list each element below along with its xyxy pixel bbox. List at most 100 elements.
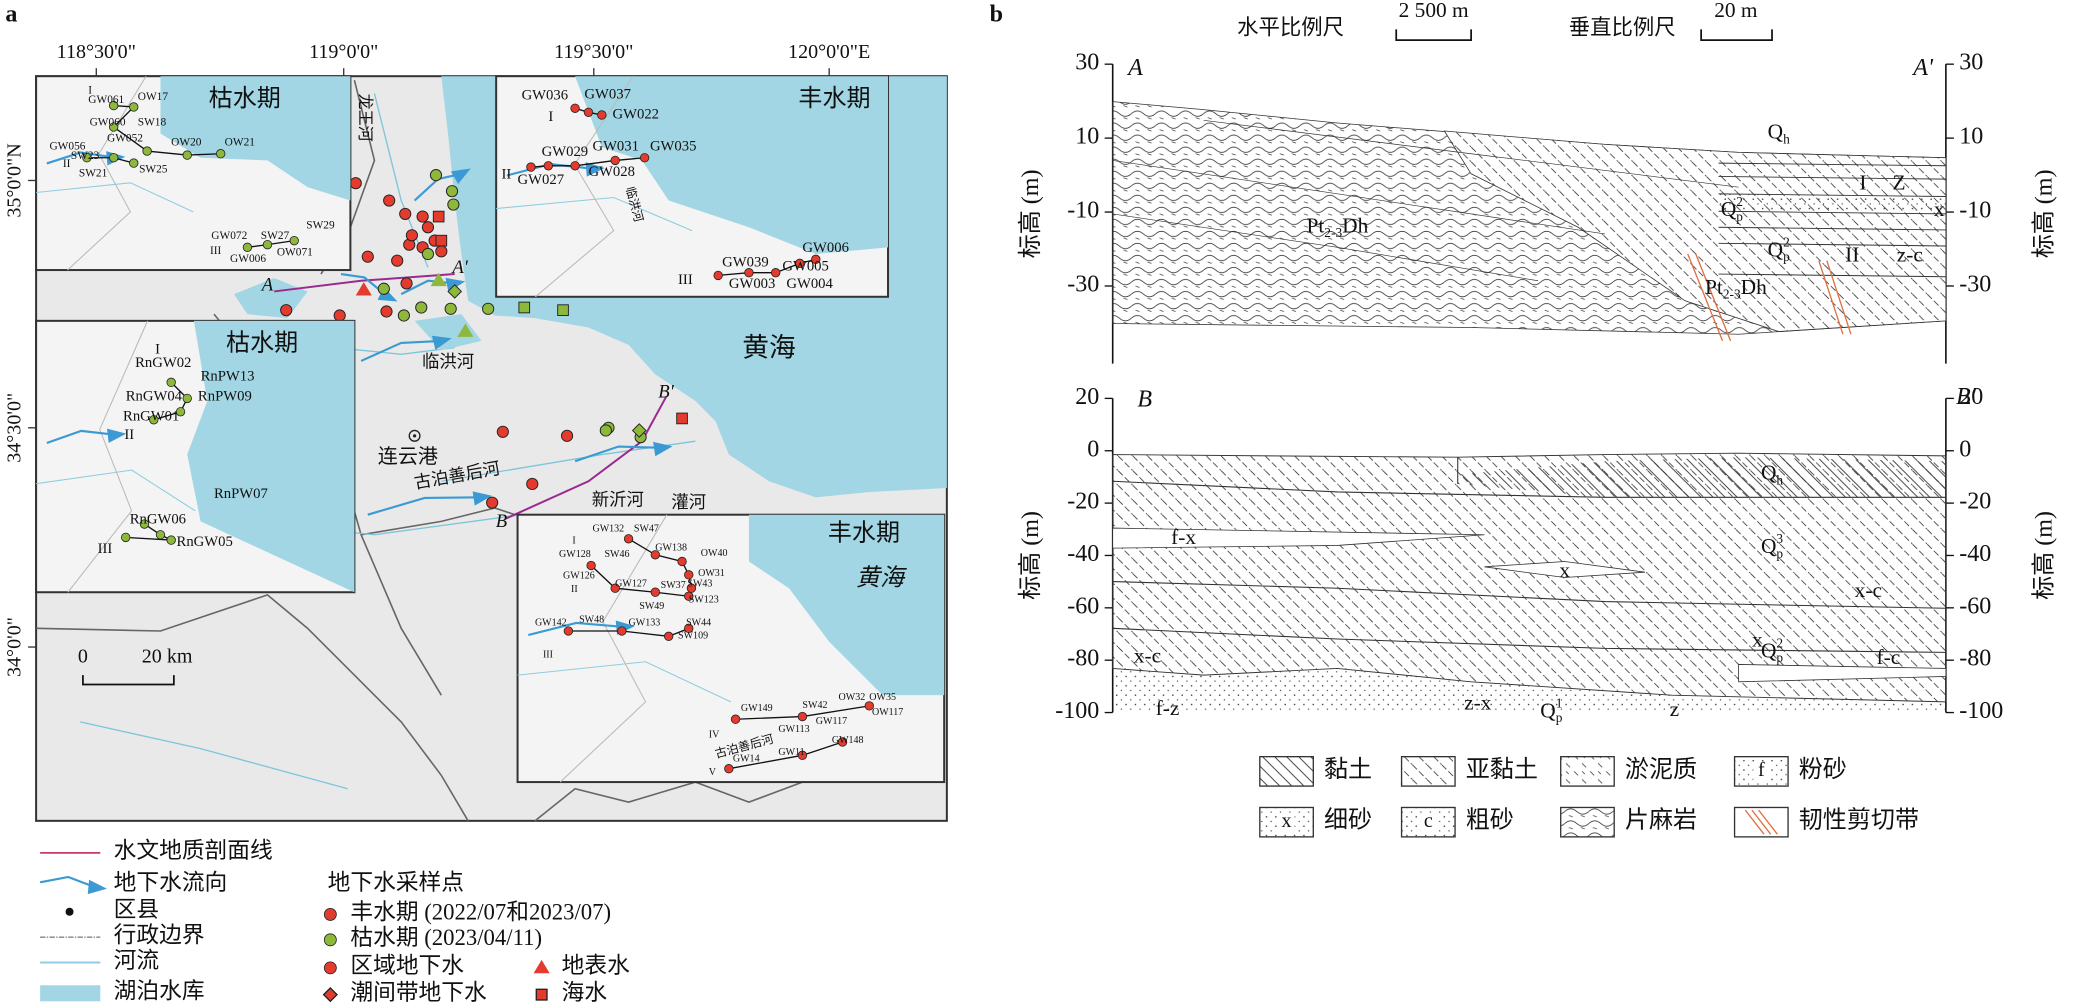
sample-point — [610, 583, 620, 593]
y-tick-label: -60 — [1067, 593, 1099, 619]
coarse-sand — [1112, 668, 1946, 713]
inset-label: GW031 — [592, 138, 639, 154]
y-tick-label: 30 — [1075, 50, 1099, 76]
y-tick-label: -10 — [1067, 198, 1099, 224]
stratum-sub: p — [1776, 546, 1783, 561]
sample-point — [242, 242, 253, 253]
sample-point — [149, 415, 159, 425]
inset-sea — [748, 514, 945, 696]
lon-label: 119°0'0" — [309, 41, 378, 63]
inset-title: 丰水期 — [828, 519, 900, 546]
stratum-label: f-c — [1877, 645, 1901, 669]
sample-point — [623, 534, 634, 544]
section-end-label: A — [260, 274, 274, 295]
stratum-label: Q1 p — [1540, 696, 1562, 726]
stratum-sub: p — [1776, 650, 1783, 665]
sample-point — [129, 102, 139, 112]
shear-symbol — [1758, 809, 1778, 835]
inset-label: II — [502, 167, 512, 183]
inset-label: GW133 — [629, 617, 661, 628]
lon-label: 119°30'0" — [554, 41, 633, 63]
legend-label: 水文地质剖面线 — [114, 838, 273, 863]
stratum-sup: 2 — [1736, 194, 1743, 209]
sample-point — [447, 198, 460, 211]
lithology-label: 淤泥质 — [1625, 756, 1697, 783]
stratum-label: Z — [1893, 170, 1906, 194]
layer-boundary — [1718, 242, 1946, 247]
inset-label: RnPW13 — [201, 368, 255, 384]
legend-label: 区县 — [114, 897, 159, 922]
inset-label: GW117 — [816, 716, 847, 727]
lithology-swatch — [1560, 806, 1615, 838]
inset-label: I — [572, 536, 575, 547]
stratum-main: z — [1670, 697, 1680, 721]
sample-point — [397, 309, 410, 322]
sample-point — [586, 560, 596, 571]
sample-transect — [125, 523, 172, 541]
stratum-sub: p — [1556, 710, 1563, 725]
inset-label: GW14 — [733, 754, 760, 765]
y-axis-label: 标高 (m) — [1017, 511, 1044, 600]
scale-bar — [1700, 29, 1773, 41]
sample-point — [155, 530, 166, 540]
section-line — [505, 396, 667, 520]
sample-point — [333, 309, 346, 322]
sample-point — [617, 626, 627, 636]
sample-point — [349, 177, 362, 190]
lat-label: 34°0'0" — [4, 617, 26, 677]
river — [80, 721, 348, 790]
sample-point — [811, 254, 821, 265]
stratum-sup: 2 — [1783, 234, 1790, 249]
inset-label: RnGW04 — [126, 388, 183, 404]
section-line — [274, 273, 455, 293]
inset-label: II — [124, 427, 134, 443]
inset-label: GW052 — [107, 133, 143, 145]
y-tick-label: -60 — [1959, 593, 1991, 619]
flow-arrow — [574, 445, 663, 463]
inset-label: I — [88, 85, 92, 97]
stratum-label: z — [1670, 697, 1680, 721]
section-end-label: A' — [1911, 55, 1934, 81]
stratum-main: x-c — [1855, 578, 1882, 602]
inset-label: GW006 — [230, 253, 266, 265]
shear-zone — [1818, 260, 1844, 335]
fine-sand-lens — [1484, 561, 1646, 578]
inset-label: III — [543, 649, 553, 660]
sample-point — [597, 110, 607, 120]
sample-point — [444, 302, 457, 315]
sample-point — [837, 737, 848, 747]
stratum-main: Q — [1761, 534, 1777, 558]
sample-point — [664, 631, 674, 642]
inset-label: RnGW02 — [135, 355, 191, 371]
stratum-label: Q2 p — [1768, 234, 1790, 264]
inset-river — [36, 469, 196, 512]
sample-point — [262, 239, 273, 250]
y-tick-label: -30 — [1959, 272, 1991, 298]
sample-point — [400, 277, 413, 290]
surface-water-point — [430, 272, 447, 287]
shear-symbol — [1744, 809, 1765, 835]
lithology-swatch — [1560, 756, 1615, 787]
intertidal-point — [631, 423, 647, 438]
sample-point — [399, 207, 412, 220]
stratum-main: Pt — [1705, 275, 1723, 299]
sample-point — [215, 149, 226, 159]
stratum-label: Qh — [1768, 120, 1790, 147]
sample-point — [415, 301, 428, 314]
legend-triangle — [533, 959, 550, 974]
inset-river — [496, 196, 693, 232]
sample-point — [405, 229, 418, 242]
sample-point — [435, 245, 448, 258]
seawater-point — [676, 412, 688, 425]
sample-point — [289, 235, 299, 246]
inset-label: RnGW01 — [123, 408, 179, 424]
flow-arrowhead — [431, 335, 452, 350]
sample-point — [429, 169, 443, 182]
flow-arrowhead — [472, 491, 493, 506]
inset-label: GW149 — [741, 703, 773, 714]
sample-transect — [568, 627, 689, 638]
place-label: 连云港 — [378, 445, 438, 468]
sample-point — [684, 570, 694, 580]
